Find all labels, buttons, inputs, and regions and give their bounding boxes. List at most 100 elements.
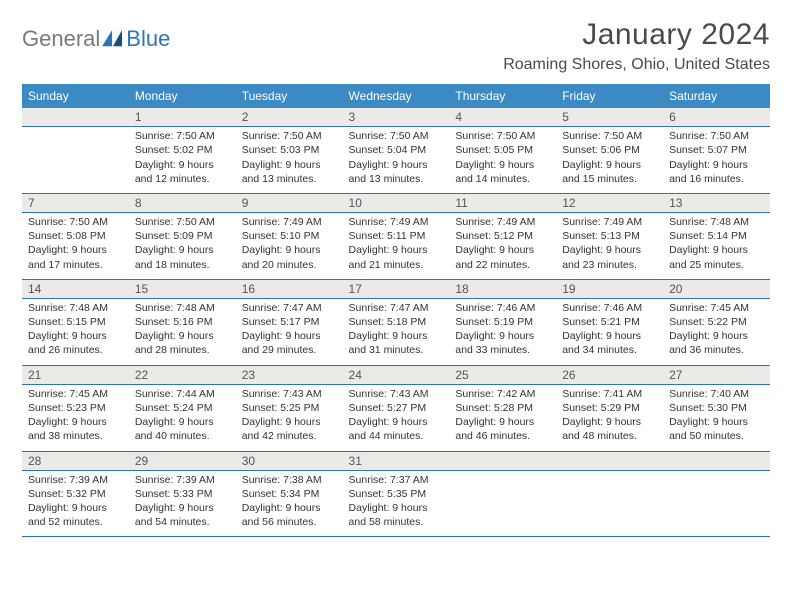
day-cell-number: 28 [22, 451, 129, 470]
day-number: 3 [343, 108, 450, 126]
sunrise-line: Sunrise: 7:49 AM [349, 216, 429, 228]
daylight-line: Daylight: 9 hours and 22 minutes. [455, 244, 534, 270]
day-number: 13 [663, 194, 770, 212]
day-number: 30 [236, 452, 343, 470]
day-cell-content: Sunrise: 7:39 AMSunset: 5:33 PMDaylight:… [129, 470, 236, 537]
day-cell-number: 29 [129, 451, 236, 470]
day-cell-number: 1 [129, 108, 236, 127]
sunset-line: Sunset: 5:28 PM [455, 402, 533, 414]
daylight-line: Daylight: 9 hours and 12 minutes. [135, 159, 214, 185]
day-number: 24 [343, 366, 450, 384]
daylight-line: Daylight: 9 hours and 54 minutes. [135, 502, 214, 528]
weekday-header: Wednesday [343, 84, 450, 108]
sunset-line: Sunset: 5:23 PM [28, 402, 106, 414]
day-cell-number: 14 [22, 279, 129, 298]
daylight-line: Daylight: 9 hours and 50 minutes. [669, 416, 748, 442]
day-number: 27 [663, 366, 770, 384]
day-details: Sunrise: 7:48 AMSunset: 5:15 PMDaylight:… [22, 299, 129, 365]
day-cell-number: 23 [236, 365, 343, 384]
day-cell-number: 12 [556, 193, 663, 212]
day-cell-number: 3 [343, 108, 450, 127]
day-cell-content: Sunrise: 7:38 AMSunset: 5:34 PMDaylight:… [236, 470, 343, 537]
sunrise-line: Sunrise: 7:49 AM [455, 216, 535, 228]
day-cell-content: Sunrise: 7:49 AM Sunset: 5:11 PM Daylight:… [343, 213, 450, 280]
day-details: Sunrise: 7:50 AMSunset: 5:09 PMDaylight:… [129, 213, 236, 279]
daylight-line: Daylight: 9 hours and 31 minutes. [349, 330, 428, 356]
day-cell-number: 2 [236, 108, 343, 127]
daylight-line: Daylight: 9 hours and 40 minutes. [135, 416, 214, 442]
day-number: 12 [556, 194, 663, 212]
sunrise-line: Sunrise: 7:50 AM [135, 216, 215, 228]
sunset-line: Sunset: 5:11 PM [349, 230, 426, 242]
day-cell-content: Sunrise: 7:43 AMSunset: 5:27 PMDaylight:… [343, 384, 450, 451]
day-cell-number: 31 [343, 451, 450, 470]
day-cell-number: . [556, 451, 663, 470]
day-details: Sunrise: 7:45 AMSunset: 5:23 PMDaylight:… [22, 385, 129, 451]
daylight-line: Daylight: 9 hours and 21 minutes. [349, 244, 428, 270]
sunrise-line: Sunrise: 7:39 AM [28, 474, 108, 486]
sunset-line: Sunset: 5:19 PM [455, 316, 533, 328]
day-number: 6 [663, 108, 770, 126]
day-details: Sunrise: 7:50 AMSunset: 5:08 PMDaylight:… [22, 213, 129, 279]
sunset-line: Sunset: 5:10 PM [242, 230, 320, 242]
day-cell-number: 15 [129, 279, 236, 298]
day-number: 11 [449, 194, 556, 212]
logo-text-blue: Blue [126, 26, 170, 52]
day-cell-number: . [449, 451, 556, 470]
day-cell-number: . [22, 108, 129, 127]
sunset-line: Sunset: 5:30 PM [669, 402, 747, 414]
daylight-line: Daylight: 9 hours and 15 minutes. [562, 159, 641, 185]
location-subtitle: Roaming Shores, Ohio, United States [503, 56, 770, 74]
day-cell-number: 17 [343, 279, 450, 298]
day-cell-content: Sunrise: 7:45 AMSunset: 5:22 PMDaylight:… [663, 298, 770, 365]
daylight-line: Daylight: 9 hours and 13 minutes. [349, 159, 428, 185]
weekday-header: Monday [129, 84, 236, 108]
sunset-line: Sunset: 5:04 PM [349, 144, 427, 156]
day-details: Sunrise: 7:46 AMSunset: 5:19 PMDaylight:… [449, 299, 556, 365]
day-number: 25 [449, 366, 556, 384]
sunset-line: Sunset: 5:18 PM [349, 316, 427, 328]
week-content-row: Sunrise: 7:50 AMSunset: 5:08 PMDaylight:… [22, 213, 770, 280]
day-cell-content: . [22, 127, 129, 194]
week-content-row: .Sunrise: 7:50 AMSunset: 5:02 PMDaylight… [22, 127, 770, 194]
sunset-line: Sunset: 5:22 PM [669, 316, 747, 328]
day-details: Sunrise: 7:50 AMSunset: 5:05 PMDaylight:… [449, 127, 556, 193]
day-cell-content: Sunrise: 7:42 AMSunset: 5:28 PMDaylight:… [449, 384, 556, 451]
day-cell-content: Sunrise: 7:47 AMSunset: 5:18 PMDaylight:… [343, 298, 450, 365]
day-details: Sunrise: 7:46 AMSunset: 5:21 PMDaylight:… [556, 299, 663, 365]
day-cell-number: 5 [556, 108, 663, 127]
day-cell-number: 6 [663, 108, 770, 127]
day-details: Sunrise: 7:39 AMSunset: 5:33 PMDaylight:… [129, 471, 236, 537]
sunrise-line: Sunrise: 7:37 AM [349, 474, 429, 486]
sunrise-line: Sunrise: 7:39 AM [135, 474, 215, 486]
calendar-page: General Blue January 2024 Roaming Shores… [0, 0, 792, 537]
sunrise-line: Sunrise: 7:45 AM [28, 388, 108, 400]
daylight-line: Daylight: 9 hours and 28 minutes. [135, 330, 214, 356]
day-cell-number: 30 [236, 451, 343, 470]
day-cell-number: 10 [343, 193, 450, 212]
day-cell-content: Sunrise: 7:46 AMSunset: 5:21 PMDaylight:… [556, 298, 663, 365]
day-cell-number: 8 [129, 193, 236, 212]
day-cell-number: 18 [449, 279, 556, 298]
sunset-line: Sunset: 5:34 PM [242, 488, 320, 500]
sunrise-line: Sunrise: 7:45 AM [669, 302, 749, 314]
sunset-line: Sunset: 5:32 PM [28, 488, 106, 500]
day-number: 9 [236, 194, 343, 212]
day-number: 21 [22, 366, 129, 384]
day-details: Sunrise: 7:49 AM Sunset: 5:11 PM Daylight:… [343, 213, 450, 279]
day-cell-number: 24 [343, 365, 450, 384]
sunrise-line: Sunrise: 7:50 AM [28, 216, 108, 228]
daylight-line: Daylight: 9 hours and 16 minutes. [669, 159, 748, 185]
daylight-line: Daylight: 9 hours and 58 minutes. [349, 502, 428, 528]
sunset-line: Sunset: 5:16 PM [135, 316, 213, 328]
day-cell-content: Sunrise: 7:50 AMSunset: 5:06 PMDaylight:… [556, 127, 663, 194]
day-details: Sunrise: 7:50 AMSunset: 5:03 PMDaylight:… [236, 127, 343, 193]
day-cell-content: Sunrise: 7:50 AMSunset: 5:08 PMDaylight:… [22, 213, 129, 280]
day-details: Sunrise: 7:48 AMSunset: 5:14 PMDaylight:… [663, 213, 770, 279]
daylight-line: Daylight: 9 hours and 44 minutes. [349, 416, 428, 442]
week-content-row: Sunrise: 7:39 AM Sunset: 5:32 PM Daylight:… [22, 470, 770, 537]
daylight-line: Daylight: 9 hours and 46 minutes. [455, 416, 534, 442]
sunset-line: Sunset: 5:03 PM [242, 144, 320, 156]
weekday-header: Thursday [449, 84, 556, 108]
week-content-row: Sunrise: 7:48 AMSunset: 5:15 PMDaylight:… [22, 298, 770, 365]
